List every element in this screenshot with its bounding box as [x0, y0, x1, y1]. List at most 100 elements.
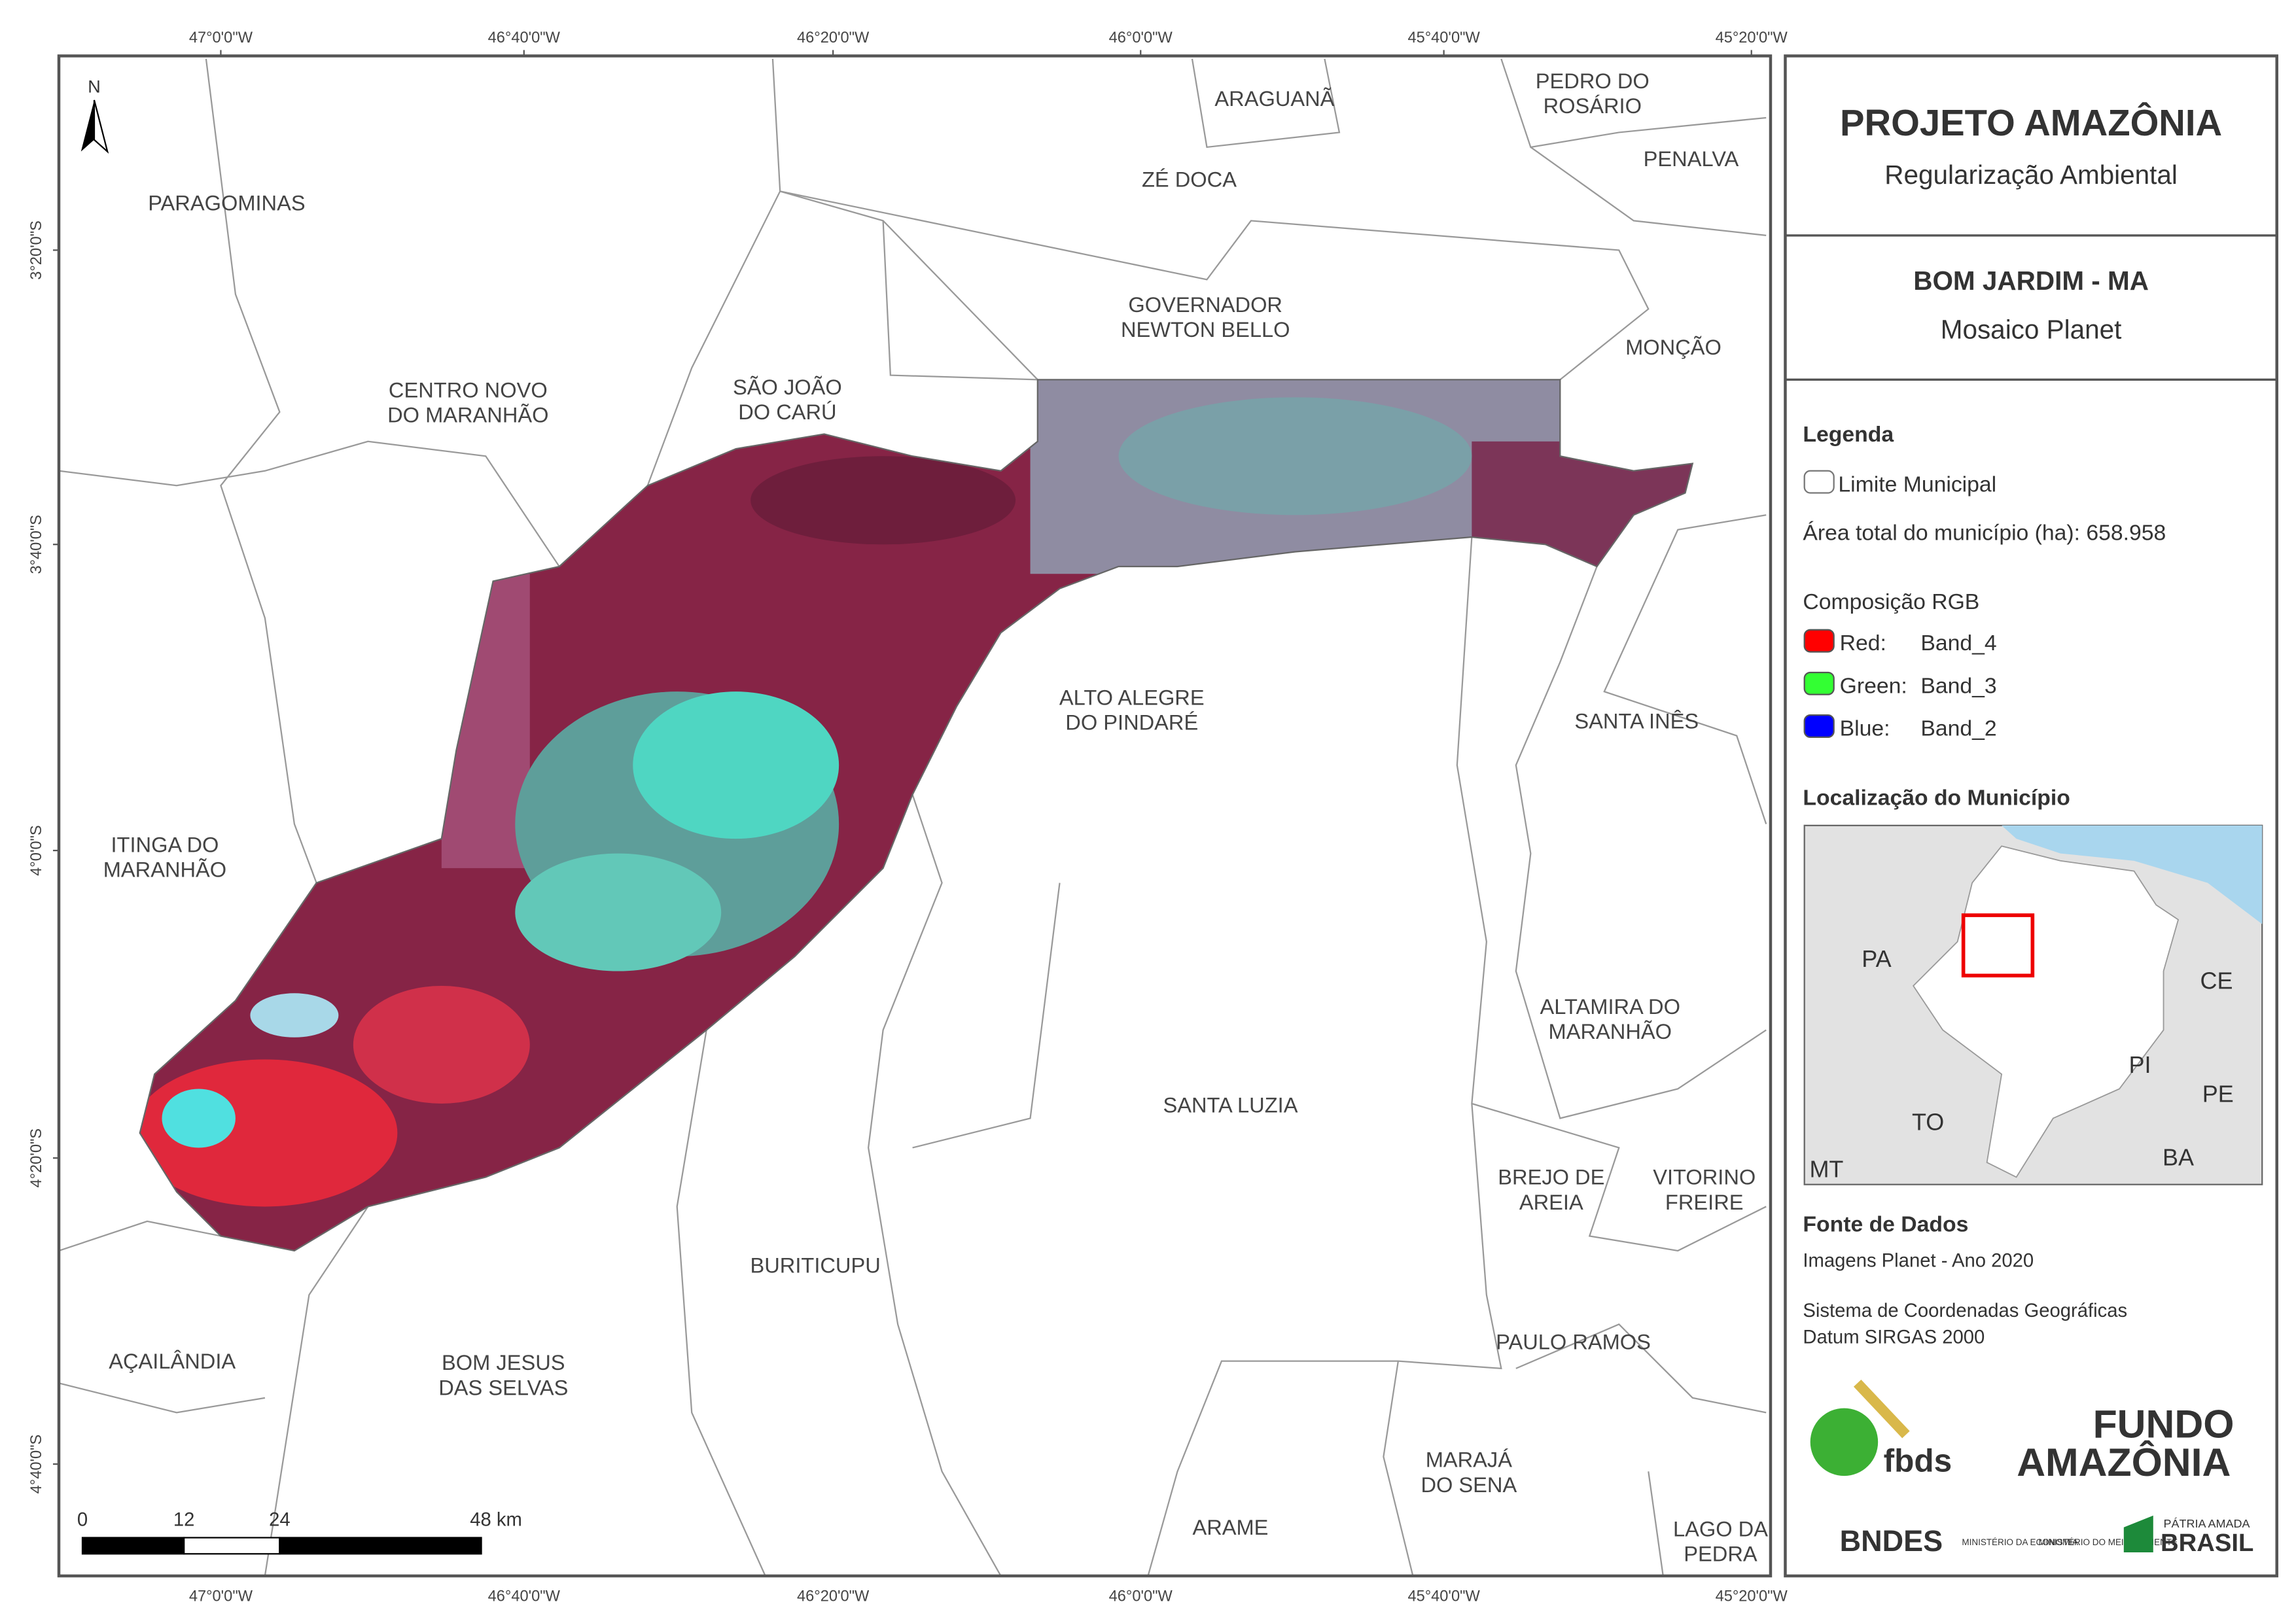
municipality-label: MARANHÃO	[1549, 1019, 1672, 1043]
state-label: MT	[1809, 1155, 1843, 1182]
municipality-label: ZÉ DOCA	[1142, 167, 1237, 192]
brasil-text: BRASIL	[2161, 1529, 2253, 1557]
municipality-label: ALTAMIRA DO	[1540, 994, 1680, 1019]
state-label: PE	[2202, 1081, 2234, 1108]
state-label: BA	[2163, 1143, 2194, 1170]
municipality-label: MONÇÃO	[1625, 335, 1722, 359]
state-label: TO	[1912, 1108, 1944, 1135]
municipality-label: LAGO DA	[1673, 1516, 1768, 1541]
band-channel: Blue:	[1840, 716, 1890, 741]
municipality-label: PEDRA	[1684, 1542, 1757, 1566]
state-label: PI	[2129, 1051, 2151, 1078]
bndes-text: BNDES	[1840, 1524, 1943, 1558]
ministry-text: MINISTÉRIO DO MEIO AMBIENTE	[2038, 1537, 2178, 1547]
band-channel: Red:	[1840, 631, 1886, 655]
municipality-label: AÇAILÂNDIA	[109, 1349, 236, 1373]
municipality-label: FREIRE	[1665, 1190, 1744, 1214]
municipality-label: MARANHÃO	[103, 858, 226, 882]
legend-label: Limite Municipal	[1838, 472, 1996, 497]
municipality-label: PENALVA	[1644, 147, 1739, 171]
area-subtitle: Mosaico Planet	[1941, 314, 2122, 344]
band-name: Band_3	[1920, 673, 1996, 698]
municipality-label: GOVERNADOR	[1128, 292, 1282, 317]
municipality-label: DAS SELVAS	[438, 1375, 568, 1399]
municipality-label: VITORINO	[1653, 1165, 1756, 1189]
band-swatch	[1803, 629, 1835, 653]
inset-highlight	[1961, 913, 2035, 978]
legend-area: Área total do município (ha): 658.958	[1803, 521, 2166, 546]
longitude-label: 46°40'0"W	[488, 1588, 561, 1605]
municipality-label: CENTRO NOVO	[389, 377, 548, 402]
location-inset	[1803, 824, 2263, 1185]
municipality-label: ARAGUANÃ	[1214, 86, 1334, 111]
north-arrow	[93, 99, 109, 154]
band-name: Band_2	[1920, 716, 1996, 741]
scale-label: 24	[269, 1510, 291, 1531]
map-frame	[57, 54, 1773, 1578]
north-label: N	[88, 77, 101, 97]
scale-label: 0	[77, 1510, 88, 1531]
amazonia-text: AMAZÔNIA	[2017, 1440, 2231, 1484]
source-line: Imagens Planet - Ano 2020	[1803, 1251, 2034, 1272]
municipality-boundary	[139, 379, 1694, 1252]
state-label: PA	[1862, 945, 1891, 972]
municipality-label: MARAJÁ	[1426, 1448, 1513, 1472]
municipality-label: SÃO JOÃO	[733, 375, 842, 399]
longitude-label: 45°40'0"W	[1407, 29, 1480, 46]
longitude-label: 45°40'0"W	[1407, 1588, 1480, 1605]
band-channel: Green:	[1840, 673, 1907, 698]
band-swatch	[1803, 714, 1835, 739]
maranhao	[1912, 845, 2180, 1178]
municipality-label: BOM JESUS	[442, 1350, 565, 1374]
longitude-label: 46°20'0"W	[797, 1588, 870, 1605]
fbds-logo	[1810, 1408, 1879, 1476]
municipality-label: PARAGOMINAS	[148, 191, 305, 215]
boundaries	[59, 58, 1767, 1577]
municipality-label: ARAME	[1192, 1515, 1268, 1539]
scale-bar	[183, 1537, 281, 1555]
band-name: Band_4	[1920, 631, 1996, 655]
municipality-label: PAULO RAMOS	[1496, 1330, 1651, 1354]
municipality-label: DO CARÚ	[738, 400, 836, 424]
location-title: Localização do Município	[1803, 785, 2070, 810]
fbds-logo	[1853, 1379, 1910, 1439]
legend-rgb-title: Composição RGB	[1803, 589, 1979, 614]
latitude-label: 4°20'0"S	[28, 1128, 45, 1188]
scale-label: 12	[173, 1510, 195, 1531]
municipality-label: DO PINDARÉ	[1065, 710, 1198, 735]
latitude-label: 4°0'0"S	[28, 825, 45, 875]
sources-title: Fonte de Dados	[1803, 1212, 1968, 1237]
north-arrow	[80, 99, 94, 152]
latitude-label: 4°40'0"S	[28, 1435, 45, 1494]
latitude-label: 3°20'0"S	[28, 220, 45, 280]
side-panel	[1784, 54, 2278, 1578]
panel-subtitle: Regularização Ambiental	[1884, 160, 2178, 190]
longitude-label: 46°40'0"W	[488, 29, 561, 46]
source-line: Datum SIRGAS 2000	[1803, 1327, 1985, 1348]
fbds-text: fbds	[1884, 1442, 1952, 1478]
legend-swatch	[1803, 470, 1835, 494]
municipality-label: DO MARANHÃO	[387, 403, 548, 427]
ocean	[2002, 825, 2263, 924]
legend-title: Legenda	[1803, 422, 1894, 447]
scale-bar	[81, 1537, 185, 1555]
municipality-label: BURITICUPU	[751, 1253, 881, 1278]
longitude-label: 46°0'0"W	[1109, 29, 1173, 46]
municipality-label: ROSÁRIO	[1544, 94, 1642, 118]
longitude-label: 46°0'0"W	[1109, 1588, 1173, 1605]
panel-title: PROJETO AMAZÔNIA	[1840, 102, 2222, 143]
source-line: Sistema de Coordenadas Geográficas	[1803, 1300, 2127, 1321]
scale-label: 48 km	[470, 1510, 522, 1531]
longitude-label: 45°20'0"W	[1716, 29, 1788, 46]
municipality-label: SANTA LUZIA	[1163, 1092, 1298, 1117]
scale-bar	[279, 1537, 482, 1555]
fundo-text: FUNDO	[2093, 1402, 2234, 1446]
municipality-label: ITINGA DO	[111, 832, 219, 856]
municipality-label: NEWTON BELLO	[1121, 317, 1290, 341]
longitude-label: 47°0'0"W	[189, 1588, 253, 1605]
brasil-logo	[2123, 1515, 2153, 1553]
latitude-label: 3°40'0"S	[28, 515, 45, 574]
municipality-label: PEDRO DO	[1536, 69, 1650, 93]
ministry-text: MINISTÉRIO DA ECONOMIA	[1962, 1537, 2078, 1547]
